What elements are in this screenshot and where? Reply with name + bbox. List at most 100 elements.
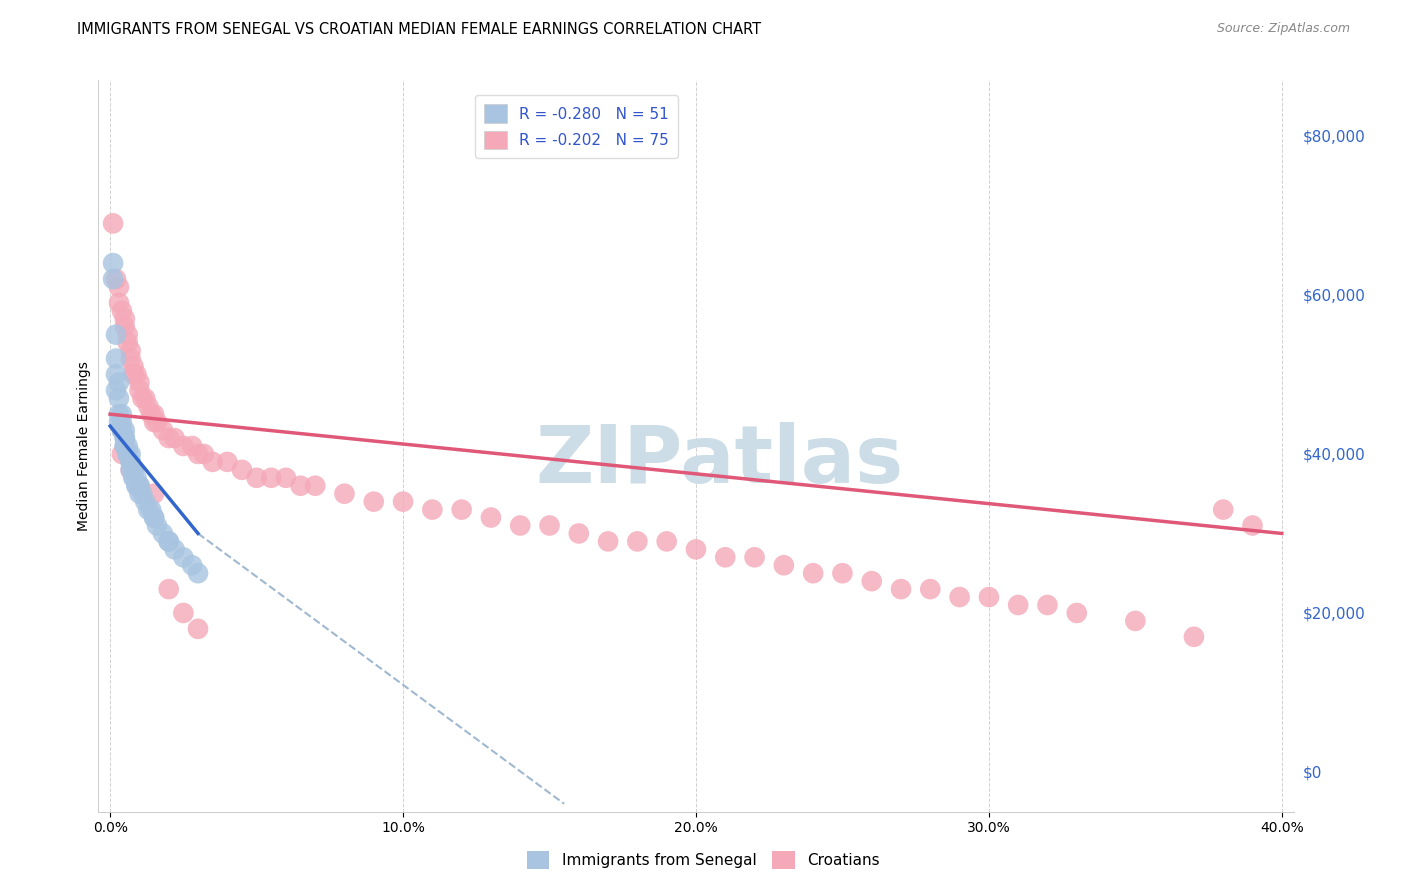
Point (117, 327, 139, 342)
Point (538, 518, 561, 533)
Point (131, 392, 153, 406)
Point (744, 550, 766, 565)
Point (122, 359, 145, 374)
Point (143, 407, 166, 421)
Point (172, 550, 194, 565)
Point (117, 439, 139, 453)
Point (136, 502, 159, 516)
Point (143, 486, 166, 500)
Point (450, 502, 472, 516)
Point (125, 471, 148, 485)
Point (1212, 502, 1234, 516)
Point (568, 526, 591, 541)
Point (117, 447, 139, 461)
Point (157, 431, 180, 445)
Point (122, 471, 145, 485)
Point (122, 471, 145, 485)
Point (187, 447, 209, 461)
Point (117, 447, 139, 461)
Point (193, 447, 215, 461)
Point (131, 486, 153, 500)
Point (111, 423, 134, 437)
Point (125, 479, 148, 493)
Point (163, 542, 186, 557)
Point (163, 431, 186, 445)
Point (108, 296, 131, 310)
Point (101, 272, 124, 286)
Point (128, 384, 150, 398)
Point (141, 407, 163, 421)
Point (111, 447, 134, 461)
Point (114, 423, 136, 437)
Point (114, 439, 136, 453)
Y-axis label: Median Female Earnings: Median Female Earnings (77, 361, 91, 531)
Point (143, 510, 166, 524)
Point (598, 534, 620, 549)
Point (134, 494, 156, 508)
Point (105, 272, 128, 286)
Point (714, 550, 737, 565)
Point (977, 590, 1000, 604)
Point (108, 280, 131, 294)
Point (172, 439, 194, 453)
Point (363, 494, 385, 508)
Point (125, 368, 148, 382)
Point (948, 590, 970, 604)
Point (108, 407, 131, 421)
Point (172, 606, 194, 620)
Point (105, 351, 128, 366)
Point (114, 439, 136, 453)
Point (274, 471, 297, 485)
Point (122, 368, 145, 382)
Point (128, 479, 150, 493)
Point (143, 510, 166, 524)
Point (120, 447, 142, 461)
Text: IMMIGRANTS FROM SENEGAL VS CROATIAN MEDIAN FEMALE EARNINGS CORRELATION CHART: IMMIGRANTS FROM SENEGAL VS CROATIAN MEDI… (77, 22, 762, 37)
Point (114, 311, 136, 326)
Point (105, 368, 128, 382)
Point (655, 534, 678, 549)
Point (128, 376, 150, 390)
Point (246, 471, 269, 485)
Point (304, 479, 326, 493)
Point (101, 256, 124, 270)
Point (111, 415, 134, 429)
Point (181, 558, 204, 573)
Point (181, 439, 204, 453)
Point (120, 455, 142, 469)
Point (157, 534, 180, 549)
Point (890, 582, 912, 596)
Point (290, 479, 312, 493)
Point (392, 494, 415, 508)
Point (120, 455, 142, 469)
Point (114, 431, 136, 445)
Point (152, 526, 174, 541)
Point (136, 399, 159, 413)
Point (128, 479, 150, 493)
Point (333, 486, 356, 500)
Point (685, 542, 707, 557)
Point (120, 463, 142, 477)
Point (773, 558, 796, 573)
Point (146, 518, 169, 533)
Legend: Immigrants from Senegal, Croatians: Immigrants from Senegal, Croatians (520, 845, 886, 875)
Point (128, 479, 150, 493)
Point (422, 502, 444, 516)
Point (201, 455, 224, 469)
Point (479, 510, 502, 524)
Point (120, 343, 142, 358)
Point (134, 392, 156, 406)
Point (143, 415, 166, 429)
Point (117, 447, 139, 461)
Point (831, 566, 853, 581)
Point (187, 566, 209, 581)
Point (122, 463, 145, 477)
Point (1241, 518, 1264, 533)
Point (152, 423, 174, 437)
Point (111, 407, 134, 421)
Point (117, 335, 139, 350)
Point (125, 479, 148, 493)
Point (860, 574, 883, 589)
Point (108, 415, 131, 429)
Point (108, 376, 131, 390)
